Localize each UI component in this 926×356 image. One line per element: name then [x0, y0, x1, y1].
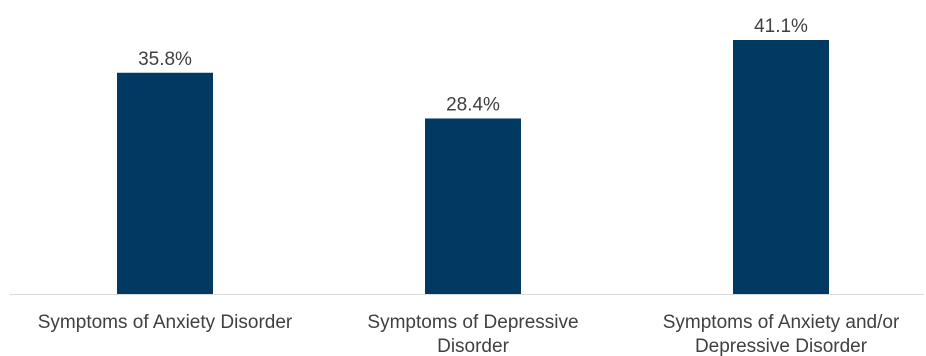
category-label-2: Symptoms of Depressive Disorder: [367, 312, 578, 356]
category-labels-group: Symptoms of Anxiety Disorder Symptoms of …: [38, 312, 900, 356]
data-labels-group: 35.8% 28.4% 41.1%: [138, 16, 808, 115]
category-label-line: Symptoms of Anxiety and/or: [663, 312, 900, 333]
category-label-line: Disorder: [437, 336, 509, 356]
category-label-3: Symptoms of Anxiety and/or Depressive Dis…: [663, 312, 900, 356]
data-label-2: 28.4%: [446, 94, 500, 115]
bar-2: [425, 118, 521, 294]
bar-3: [733, 40, 829, 294]
category-label-line: Depressive Disorder: [695, 336, 868, 356]
bar-1: [117, 72, 213, 294]
category-label-line: Symptoms of Depressive: [367, 312, 578, 333]
data-label-3: 41.1%: [754, 16, 808, 37]
data-label-1: 35.8%: [138, 49, 192, 70]
bars-group: [117, 40, 829, 294]
category-label-line: Symptoms of Anxiety Disorder: [38, 312, 293, 333]
category-label-1: Symptoms of Anxiety Disorder: [38, 312, 293, 333]
